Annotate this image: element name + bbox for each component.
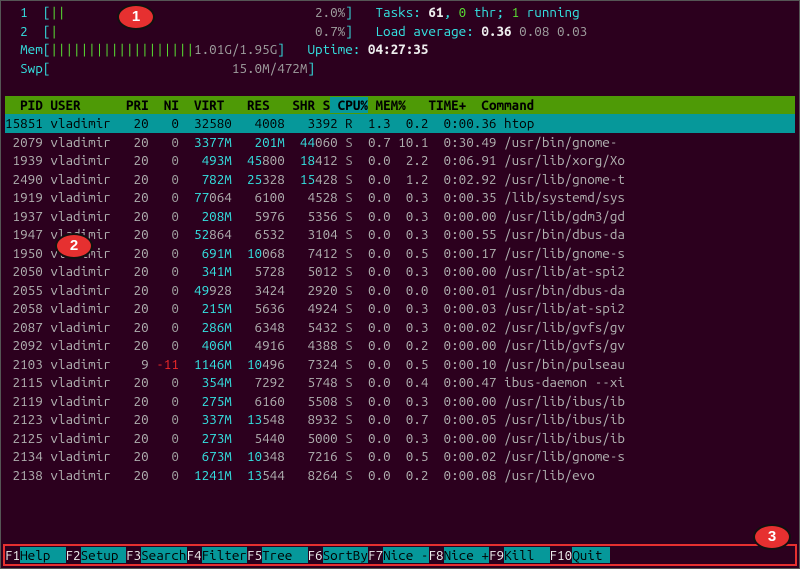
- table-row[interactable]: 2490 vladimir 20 0 782M 25328 15428 S 0.…: [5, 170, 795, 189]
- blank-row: [5, 77, 795, 96]
- mem-meter: Mem[|||||||||||||||||||1.01G/1.95G] Upti…: [5, 40, 795, 59]
- annotation-callout-2: 2: [55, 233, 93, 259]
- fkey: F8: [429, 547, 444, 563]
- fkey: F4: [187, 547, 202, 563]
- table-row[interactable]: 1919 vladimir 20 0 77064 6100 4528 S 0.0…: [5, 188, 795, 207]
- table-row[interactable]: 2087 vladimir 20 0 286M 6348 5432 S 0.0 …: [5, 318, 795, 337]
- fkey-label[interactable]: Tree: [262, 547, 307, 563]
- fkey: F9: [489, 547, 504, 563]
- terminal-window[interactable]: 1 [|| 2.0%] Tasks: 61, 0 thr; 1 running …: [5, 3, 795, 566]
- table-row[interactable]: 2125 vladimir 20 0 273M 5440 5000 S 0.0 …: [5, 429, 795, 448]
- fkey-label[interactable]: Nice -: [383, 547, 428, 563]
- fkey: F2: [66, 547, 81, 563]
- table-row[interactable]: 1947 vladimir 20 0 52864 6532 3104 S 0.0…: [5, 225, 795, 244]
- table-row[interactable]: 2134 vladimir 20 0 673M 10348 7216 S 0.0…: [5, 447, 795, 466]
- table-row[interactable]: 2115 vladimir 20 0 354M 7292 5748 S 0.0 …: [5, 373, 795, 392]
- fkey-label[interactable]: Setup: [81, 547, 126, 563]
- table-row[interactable]: 2058 vladimir 20 0 215M 5636 4924 S 0.0 …: [5, 299, 795, 318]
- process-list[interactable]: 15851 vladimir 20 0 32580 4008 3392 R 1.…: [5, 114, 795, 484]
- function-key-bar[interactable]: F1Help F2Setup F3SearchF4FilterF5Tree F6…: [5, 546, 795, 565]
- table-row[interactable]: 2103 vladimir 9 -11 1146M 10496 7324 S 0…: [5, 355, 795, 374]
- fkey-label[interactable]: Quit: [572, 547, 610, 563]
- swap-meter: Swp[ 15.0M/472M]: [5, 59, 795, 78]
- table-row[interactable]: 1950 vladimir 20 0 691M 10068 7412 S 0.0…: [5, 244, 795, 263]
- table-row[interactable]: 2123 vladimir 20 0 337M 13548 8932 S 0.0…: [5, 410, 795, 429]
- annotation-callout-1: 1: [117, 4, 155, 30]
- table-row[interactable]: 2138 vladimir 20 0 1241M 13544 8264 S 0.…: [5, 466, 795, 485]
- fkey-label[interactable]: SortBy: [323, 547, 368, 563]
- fkey: F6: [308, 547, 323, 563]
- tasks-label: Tasks:: [375, 4, 428, 20]
- table-row[interactable]: 2119 vladimir 20 0 275M 6160 5508 S 0.0 …: [5, 392, 795, 411]
- fkey: F10: [550, 547, 573, 563]
- fkey-label[interactable]: Help: [20, 547, 65, 563]
- table-row[interactable]: 2050 vladimir 20 0 341M 5728 5012 S 0.0 …: [5, 262, 795, 281]
- annotation-callout-3: 3: [753, 524, 791, 550]
- fkey: F3: [126, 547, 141, 563]
- table-row[interactable]: 15851 vladimir 20 0 32580 4008 3392 R 1.…: [5, 114, 795, 133]
- fkey: F1: [5, 547, 20, 563]
- sort-column-cpu: CPU%: [330, 97, 368, 113]
- fkey: F7: [368, 547, 383, 563]
- uptime-label: Uptime:: [307, 41, 367, 57]
- table-row[interactable]: 2079 vladimir 20 0 3377M 201M 44060 S 0.…: [5, 133, 795, 152]
- fkey-label[interactable]: Nice +: [444, 547, 489, 563]
- fkey-label[interactable]: Search: [141, 547, 186, 563]
- table-row[interactable]: 1939 vladimir 20 0 493M 45800 18412 S 0.…: [5, 151, 795, 170]
- load-label: Load average:: [375, 23, 481, 39]
- table-row[interactable]: 1937 vladimir 20 0 208M 5976 5356 S 0.0 …: [5, 207, 795, 226]
- process-table-header[interactable]: PID USER PRI NI VIRT RES SHR S CPU% MEM%…: [5, 96, 795, 115]
- table-row[interactable]: 2055 vladimir 20 0 49928 3424 2920 S 0.0…: [5, 281, 795, 300]
- fkey-label[interactable]: Filter: [202, 547, 247, 563]
- fkey-label[interactable]: Kill: [504, 547, 549, 563]
- table-row[interactable]: 2092 vladimir 20 0 406M 4916 4388 S 0.0 …: [5, 336, 795, 355]
- fkey: F5: [247, 547, 262, 563]
